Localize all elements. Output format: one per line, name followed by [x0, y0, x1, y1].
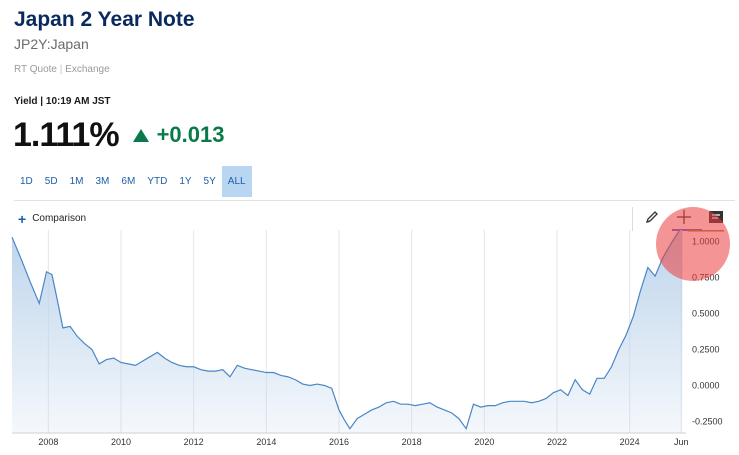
x-tick-label: 2018	[402, 437, 422, 447]
y-tick-label: 0.5000	[692, 309, 720, 319]
x-tick-label: Jun	[674, 437, 689, 447]
yield-chart[interactable]: 1.0000 0.7500 0.5000 0.2500 0.0000 -0.2500 200…	[0, 230, 739, 455]
x-tick-label: 2022	[547, 437, 567, 447]
y-tick-label: 0.2500	[692, 344, 720, 354]
range-5d[interactable]: 5D	[39, 166, 64, 197]
x-tick-label: 2024	[620, 437, 640, 447]
ticker-symbol: JP2Y:Japan	[14, 36, 89, 52]
current-price-tag-label: 1.1110	[693, 230, 719, 231]
yield-timestamp: Yield | 10:19 AM JST	[14, 96, 111, 107]
x-tick-label: 2012	[184, 437, 204, 447]
x-tick-label: 2020	[474, 437, 494, 447]
last-price: 1.111%	[13, 115, 120, 154]
range-1d[interactable]: 1D	[14, 166, 39, 197]
exchange-label: Exchange	[65, 64, 110, 75]
x-tick-label: 2014	[256, 437, 276, 447]
series-area	[12, 230, 683, 433]
quote-type-label: RT Quote	[14, 64, 57, 75]
plus-icon: +	[18, 210, 27, 227]
quote-meta: RT Quote | Exchange	[14, 64, 110, 75]
range-all[interactable]: ALL	[221, 166, 252, 197]
price-change: +0.013	[132, 122, 225, 148]
x-tick-label: 2010	[111, 437, 131, 447]
y-tick-label: 1.0000	[692, 237, 720, 247]
crosshair-icon[interactable]	[676, 209, 692, 225]
range-6m[interactable]: 6M	[115, 166, 141, 197]
change-value: +0.013	[156, 122, 225, 147]
up-triangle-icon	[132, 128, 149, 142]
range-selector: 1D 5D 1M 3M 6M YTD 1Y 5Y ALL	[14, 166, 252, 197]
toolbar-separator	[632, 207, 633, 231]
comparison-button[interactable]: + Comparison	[18, 210, 87, 227]
price-row: 1.111% +0.013	[13, 114, 224, 156]
page-title: Japan 2 Year Note	[14, 8, 195, 31]
y-tick-label: 0.0000	[692, 380, 720, 390]
x-tick-label: 2016	[329, 437, 349, 447]
divider	[14, 200, 735, 201]
pencil-icon[interactable]	[644, 209, 660, 225]
quote-meta-separator: |	[59, 64, 63, 75]
series-line	[11, 230, 681, 431]
drawings-icon[interactable]	[708, 210, 724, 224]
y-tick-label: -0.2500	[692, 416, 723, 426]
range-ytd[interactable]: YTD	[141, 166, 173, 197]
comparison-label: Comparison	[32, 213, 87, 224]
range-3m[interactable]: 3M	[90, 166, 116, 197]
x-tick-label: 2008	[38, 437, 58, 447]
range-5y[interactable]: 5Y	[198, 166, 222, 197]
range-1y[interactable]: 1Y	[173, 166, 197, 197]
range-1m[interactable]: 1M	[64, 166, 90, 197]
y-tick-label: 0.7500	[692, 273, 720, 283]
